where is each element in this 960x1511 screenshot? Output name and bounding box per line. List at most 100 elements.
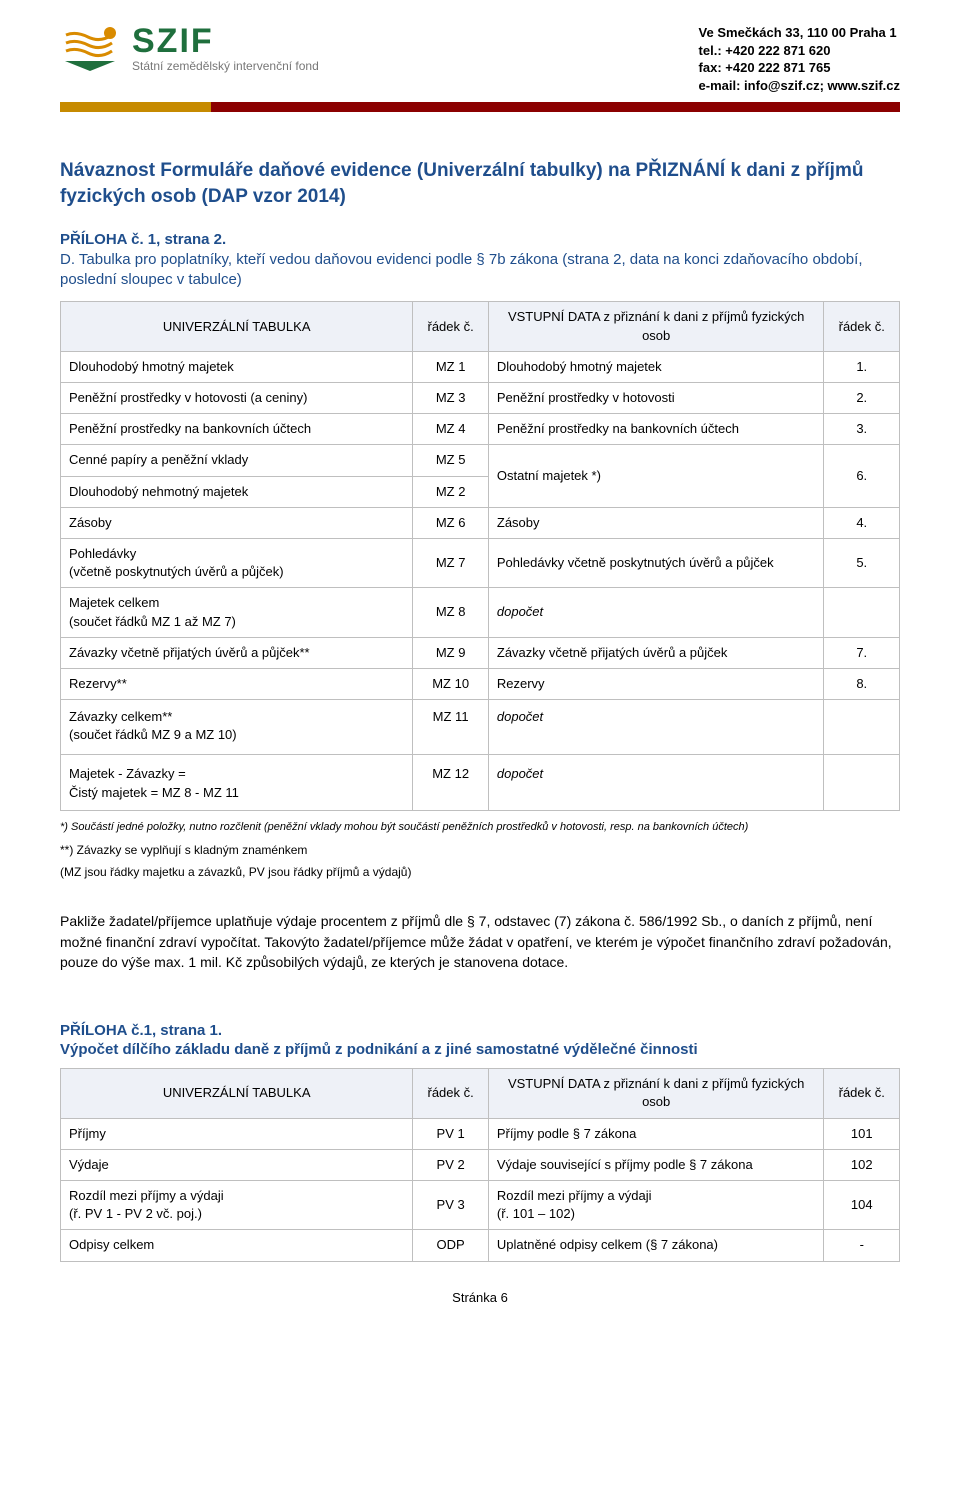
cell: Peněžní prostředky na bankovních účtech (61, 414, 413, 445)
cell (824, 755, 900, 810)
section1-sub: D. Tabulka pro poplatníky, kteří vedou d… (60, 250, 900, 289)
contact-fax: fax: +420 222 871 765 (699, 59, 900, 77)
th-radek-right: řádek č. (824, 1069, 900, 1118)
cell: PV 2 (413, 1149, 489, 1180)
cell: Příjmy podle § 7 zákona (488, 1118, 824, 1149)
cell: Výdaje (61, 1149, 413, 1180)
cell: Rozdíl mezi příjmy a výdaji (ř. PV 1 - P… (61, 1180, 413, 1229)
cell: dopočet (488, 700, 824, 755)
cell: Peněžní prostředky v hotovosti (488, 383, 824, 414)
table-row: Cenné papíry a peněžní vklady MZ 5 Ostat… (61, 445, 900, 476)
cell (824, 588, 900, 637)
cell: MZ 6 (413, 507, 489, 538)
footnote-1: *) Součástí jedné položky, nutno rozčlen… (60, 819, 900, 836)
cell: Odpisy celkem (61, 1230, 413, 1261)
cell: MZ 7 (413, 538, 489, 587)
table-row: Rozdíl mezi příjmy a výdaji (ř. PV 1 - P… (61, 1180, 900, 1229)
cell-merged: 6. (824, 445, 900, 507)
explanatory-paragraph: Pakliže žadatel/příjemce uplatňuje výdaj… (60, 911, 900, 972)
table-row: Peněžní prostředky v hotovosti (a ceniny… (61, 383, 900, 414)
table-row: Příjmy PV 1 Příjmy podle § 7 zákona 101 (61, 1118, 900, 1149)
cell: Příjmy (61, 1118, 413, 1149)
cell: Závazky celkem** (součet řádků MZ 9 a MZ… (61, 700, 413, 755)
cell: Uplatněné odpisy celkem (§ 7 zákona) (488, 1230, 824, 1261)
table-row: Majetek - Závazky = Čistý majetek = MZ 8… (61, 755, 900, 810)
table-row: Závazky celkem** (součet řádků MZ 9 a MZ… (61, 700, 900, 755)
table-row: Pohledávky (včetně poskytnutých úvěrů a … (61, 538, 900, 587)
szif-logo-icon (60, 24, 120, 72)
cell: - (824, 1230, 900, 1261)
table-row: Výdaje PV 2 Výdaje související s příjmy … (61, 1149, 900, 1180)
cell: Majetek - Závazky = Čistý majetek = MZ 8… (61, 755, 413, 810)
cell: Rezervy** (61, 668, 413, 699)
cell: 3. (824, 414, 900, 445)
cell: MZ 4 (413, 414, 489, 445)
cell (824, 700, 900, 755)
cell: 102 (824, 1149, 900, 1180)
cell: 4. (824, 507, 900, 538)
cell: Dlouhodobý nehmotný majetek (61, 476, 413, 507)
table-row: Peněžní prostředky na bankovních účtech … (61, 414, 900, 445)
cell: PV 3 (413, 1180, 489, 1229)
cell: 1. (824, 351, 900, 382)
th-radek-left: řádek č. (413, 302, 489, 351)
th-univerzalni: UNIVERZÁLNÍ TABULKA (61, 1069, 413, 1118)
cell: MZ 12 (413, 755, 489, 810)
cell: Rozdíl mezi příjmy a výdaji (ř. 101 – 10… (488, 1180, 824, 1229)
cell: 5. (824, 538, 900, 587)
table-row: Odpisy celkem ODP Uplatněné odpisy celke… (61, 1230, 900, 1261)
cell: Dlouhodobý hmotný majetek (488, 351, 824, 382)
section2-sub: Výpočet dílčího základu daně z příjmů z … (60, 1041, 900, 1058)
table-row: Dlouhodobý hmotný majetek MZ 1 Dlouhodob… (61, 351, 900, 382)
th-vstupni: VSTUPNÍ DATA z přiznání k dani z příjmů … (488, 1069, 824, 1118)
contact-email: e-mail: info@szif.cz; www.szif.cz (699, 77, 900, 95)
th-radek-right: řádek č. (824, 302, 900, 351)
table-row: Závazky včetně přijatých úvěrů a půjček*… (61, 637, 900, 668)
cell: Zásoby (488, 507, 824, 538)
cell: MZ 11 (413, 700, 489, 755)
cell: Peněžní prostředky v hotovosti (a ceniny… (61, 383, 413, 414)
table-header-row: UNIVERZÁLNÍ TABULKA řádek č. VSTUPNÍ DAT… (61, 302, 900, 351)
page-number: Stránka 6 (60, 1290, 900, 1305)
cell: dopočet (488, 755, 824, 810)
cell-merged: Ostatní majetek *) (488, 445, 824, 507)
org-full-name: Státní zemědělský intervenční fond (132, 60, 319, 72)
org-abbr: SZIF (132, 24, 319, 58)
cell: MZ 9 (413, 637, 489, 668)
logo-text: SZIF Státní zemědělský intervenční fond (132, 24, 319, 72)
divider-stripe (60, 102, 900, 112)
cell: MZ 1 (413, 351, 489, 382)
cell: 7. (824, 637, 900, 668)
cell: Pohledávky včetně poskytnutých úvěrů a p… (488, 538, 824, 587)
cell: Rezervy (488, 668, 824, 699)
cell: 8. (824, 668, 900, 699)
footnote-2: **) Závazky se vyplňují s kladným znamén… (60, 841, 900, 859)
cell: 101 (824, 1118, 900, 1149)
cell: Závazky včetně přijatých úvěrů a půjček (488, 637, 824, 668)
cell: 2. (824, 383, 900, 414)
cell: MZ 8 (413, 588, 489, 637)
cell: MZ 2 (413, 476, 489, 507)
page-title: Návaznost Formuláře daňové evidence (Uni… (60, 158, 900, 209)
cell: Pohledávky (včetně poskytnutých úvěrů a … (61, 538, 413, 587)
cell: Cenné papíry a peněžní vklady (61, 445, 413, 476)
page-header: SZIF Státní zemědělský intervenční fond … (60, 24, 900, 94)
cell: MZ 3 (413, 383, 489, 414)
logo-block: SZIF Státní zemědělský intervenční fond (60, 24, 319, 72)
table-majetek: UNIVERZÁLNÍ TABULKA řádek č. VSTUPNÍ DAT… (60, 301, 900, 810)
table-row: Rezervy** MZ 10 Rezervy 8. (61, 668, 900, 699)
table-row: Zásoby MZ 6 Zásoby 4. (61, 507, 900, 538)
th-vstupni: VSTUPNÍ DATA z přiznání k dani z příjmů … (488, 302, 824, 351)
footnotes-block: *) Součástí jedné položky, nutno rozčlen… (60, 819, 900, 882)
contact-block: Ve Smečkách 33, 110 00 Praha 1 tel.: +42… (699, 24, 900, 94)
cell: dopočet (488, 588, 824, 637)
table-header-row: UNIVERZÁLNÍ TABULKA řádek č. VSTUPNÍ DAT… (61, 1069, 900, 1118)
contact-tel: tel.: +420 222 871 620 (699, 42, 900, 60)
cell: Závazky včetně přijatých úvěrů a půjček*… (61, 637, 413, 668)
cell: 104 (824, 1180, 900, 1229)
section1-label: PŘÍLOHA č. 1, strana 2. (60, 231, 900, 248)
cell: Dlouhodobý hmotný majetek (61, 351, 413, 382)
cell: Peněžní prostředky na bankovních účtech (488, 414, 824, 445)
cell: Výdaje související s příjmy podle § 7 zá… (488, 1149, 824, 1180)
th-radek-left: řádek č. (413, 1069, 489, 1118)
